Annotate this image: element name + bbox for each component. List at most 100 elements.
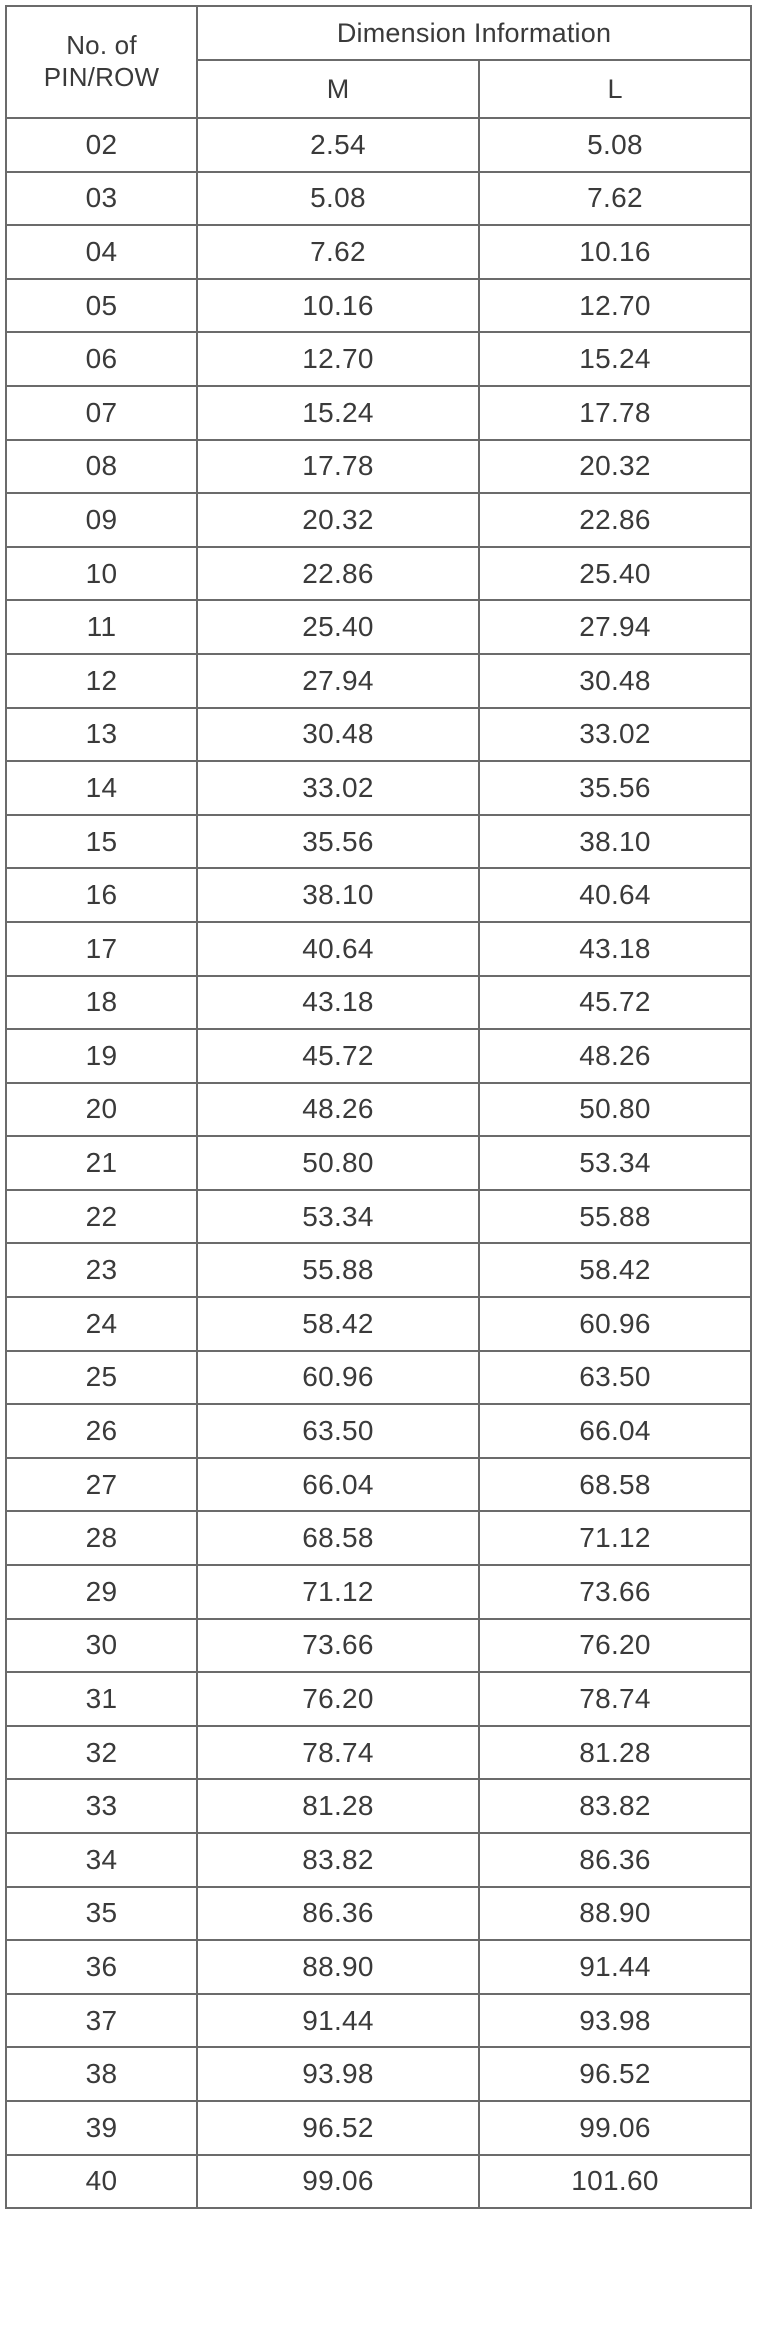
table-row: 08 17.78 20.32	[5, 438, 753, 495]
cell-dimension-l: 96.52	[477, 2046, 753, 2102]
cell-dimension-m: 5.08	[196, 170, 480, 227]
cell-pin-count: 16	[5, 867, 198, 923]
table-row: 16 38.10 40.64	[5, 867, 753, 923]
cell-pin-count: 20	[5, 1081, 198, 1138]
cell-pin-count: 32	[5, 1724, 198, 1781]
table-row: 17 40.64 43.18	[5, 920, 753, 977]
cell-dimension-l: 30.48	[477, 652, 753, 709]
cell-dimension-l: 73.66	[477, 1564, 753, 1620]
cell-dimension-m: 22.86	[196, 545, 480, 602]
cell-dimension-l: 68.58	[477, 1456, 753, 1513]
cell-pin-count: 13	[5, 706, 198, 763]
cell-dimension-l: 53.34	[477, 1135, 753, 1191]
cell-dimension-m: 30.48	[196, 706, 480, 763]
cell-dimension-l: 91.44	[477, 1939, 753, 1995]
cell-pin-count: 04	[5, 224, 198, 280]
cell-dimension-l: 76.20	[477, 1617, 753, 1674]
cell-dimension-m: 25.40	[196, 599, 480, 655]
cell-pin-count: 40	[5, 2153, 198, 2210]
cell-dimension-m: 93.98	[196, 2046, 480, 2102]
cell-pin-count: 22	[5, 1188, 198, 1245]
cell-dimension-m: 7.62	[196, 224, 480, 280]
cell-dimension-l: 63.50	[477, 1349, 753, 1406]
cell-dimension-l: 25.40	[477, 545, 753, 602]
cell-dimension-l: 33.02	[477, 706, 753, 763]
cell-dimension-l: 22.86	[477, 492, 753, 548]
table-row: 37 91.44 93.98	[5, 1992, 753, 2049]
cell-pin-count: 21	[5, 1135, 198, 1191]
table-row: 02 2.54 5.08	[5, 117, 753, 173]
table-row: 07 15.24 17.78	[5, 384, 753, 441]
cell-dimension-l: 12.70	[477, 277, 753, 334]
header-dimension-information: Dimension Information	[195, 5, 753, 61]
cell-pin-count: 34	[5, 1832, 198, 1888]
table-row: 32 78.74 81.28	[5, 1724, 753, 1781]
cell-dimension-l: 17.78	[477, 384, 753, 441]
cell-dimension-m: 58.42	[196, 1296, 480, 1352]
cell-dimension-m: 33.02	[196, 760, 480, 816]
header-pin-line2: PIN/ROW	[43, 62, 160, 92]
header-pin-line1: No. of	[66, 30, 137, 61]
table-body: 02 2.54 5.08 03 5.08 7.62 04 7.62 10.16 05 10.16 12…	[5, 117, 753, 2210]
table-row: 27 66.04 68.58	[5, 1456, 753, 1513]
cell-pin-count: 10	[5, 545, 198, 602]
cell-pin-count: 24	[5, 1296, 198, 1352]
cell-dimension-l: 43.18	[477, 920, 753, 977]
cell-dimension-l: 35.56	[477, 760, 753, 816]
table-row: 19 45.72 48.26	[5, 1028, 753, 1084]
cell-dimension-l: 55.88	[477, 1188, 753, 1245]
cell-dimension-m: 88.90	[196, 1939, 480, 1995]
cell-dimension-l: 78.74	[477, 1671, 753, 1727]
cell-dimension-m: 71.12	[196, 1564, 480, 1620]
table-row: 35 86.36 88.90	[5, 1885, 753, 1942]
table-header: No. of PIN/ROW Dimension Information M L	[5, 5, 753, 119]
table-row: 33 81.28 83.82	[5, 1778, 753, 1834]
table-row: 29 71.12 73.66	[5, 1564, 753, 1620]
cell-dimension-l: 86.36	[477, 1832, 753, 1888]
table-row: 04 7.62 10.16	[5, 224, 753, 280]
cell-dimension-m: 15.24	[196, 384, 480, 441]
cell-pin-count: 05	[5, 277, 198, 334]
cell-pin-count: 19	[5, 1028, 198, 1084]
table-row: 18 43.18 45.72	[5, 974, 753, 1031]
dimension-table-container: No. of PIN/ROW Dimension Information M L…	[5, 5, 753, 2210]
table-row: 22 53.34 55.88	[5, 1188, 753, 1245]
table-row: 05 10.16 12.70	[5, 277, 753, 334]
cell-dimension-l: 88.90	[477, 1885, 753, 1942]
table-row: 15 35.56 38.10	[5, 813, 753, 870]
cell-pin-count: 02	[5, 117, 198, 173]
header-row-secondary: M L	[6, 59, 753, 119]
cell-dimension-l: 45.72	[477, 974, 753, 1031]
cell-dimension-l: 40.64	[477, 867, 753, 923]
cell-pin-count: 11	[5, 599, 198, 655]
cell-dimension-m: 86.36	[196, 1885, 480, 1942]
cell-dimension-m: 38.10	[196, 867, 480, 923]
cell-pin-count: 37	[5, 1992, 198, 2049]
table-row: 39 96.52 99.06	[5, 2099, 753, 2156]
cell-dimension-l: 101.60	[477, 2153, 753, 2210]
dimension-information-table: No. of PIN/ROW Dimension Information M L…	[5, 5, 753, 2210]
cell-dimension-m: 35.56	[196, 813, 480, 870]
cell-dimension-l: 99.06	[477, 2099, 753, 2156]
cell-dimension-m: 10.16	[196, 277, 480, 334]
cell-dimension-m: 68.58	[196, 1510, 480, 1567]
cell-dimension-m: 83.82	[196, 1832, 480, 1888]
header-column-m: M	[196, 59, 480, 119]
cell-dimension-m: 78.74	[196, 1724, 480, 1781]
cell-dimension-m: 76.20	[196, 1671, 480, 1727]
cell-dimension-m: 99.06	[196, 2153, 480, 2210]
cell-dimension-m: 66.04	[196, 1456, 480, 1513]
cell-pin-count: 29	[5, 1564, 198, 1620]
cell-dimension-m: 40.64	[196, 920, 480, 977]
table-row: 13 30.48 33.02	[5, 706, 753, 763]
header-row-primary: No. of PIN/ROW Dimension Information	[5, 5, 753, 119]
cell-pin-count: 33	[5, 1778, 198, 1834]
cell-dimension-m: 73.66	[196, 1617, 480, 1674]
cell-dimension-m: 96.52	[196, 2099, 480, 2156]
table-row: 25 60.96 63.50	[5, 1349, 753, 1406]
table-row: 03 5.08 7.62	[5, 170, 753, 227]
header-pin-per-row: No. of PIN/ROW	[5, 5, 198, 119]
cell-dimension-m: 17.78	[196, 438, 480, 495]
cell-dimension-m: 60.96	[196, 1349, 480, 1406]
cell-pin-count: 25	[5, 1349, 198, 1406]
